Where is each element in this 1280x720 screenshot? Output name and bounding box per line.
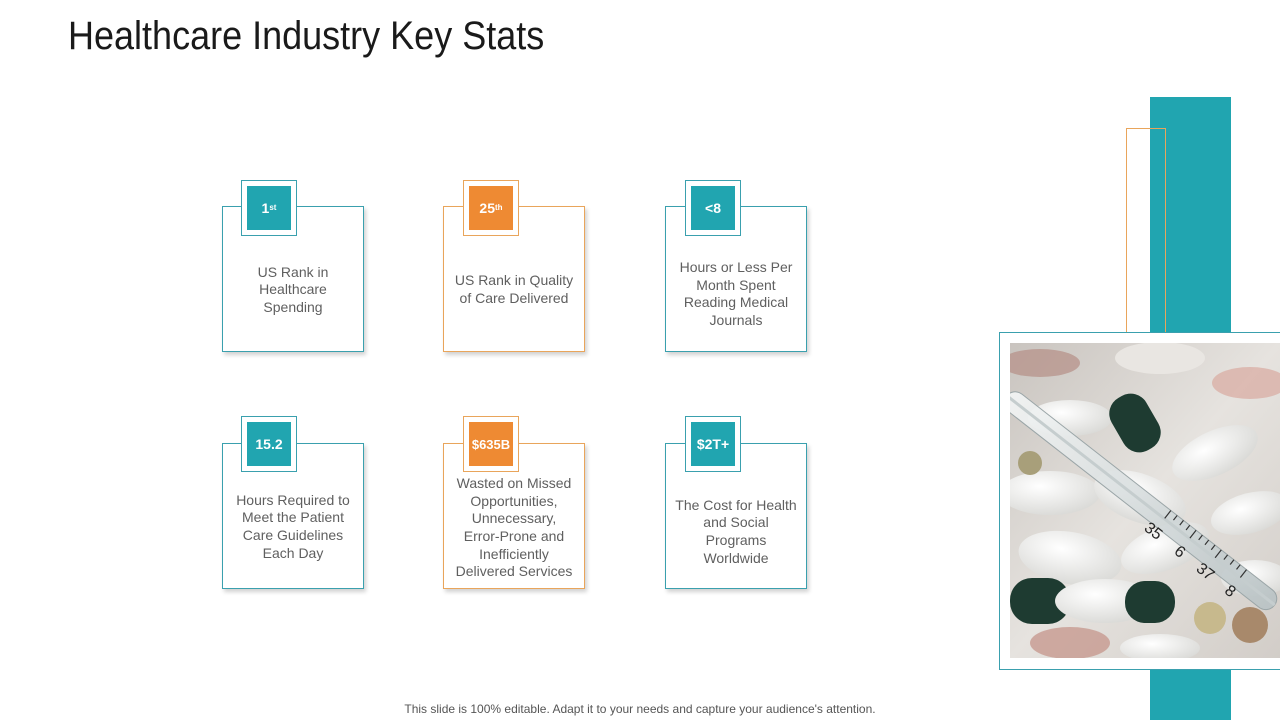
stat-label: US Rank in Healthcare Spending: [257, 263, 329, 315]
stat-label: Hours or Less Per Month Spent Reading Me…: [679, 259, 793, 328]
stat-badge: 15.2: [241, 416, 297, 472]
pills-illustration: 35 6 37 8: [1010, 343, 1280, 658]
stat-label: The Cost for Health and Social Programs …: [675, 496, 797, 566]
stat-label: US Rank in Quality of Care Delivered: [454, 272, 574, 306]
stat-badge: $635B: [463, 416, 519, 472]
stat-label: Wasted on Missed Opportunities, Unnecess…: [455, 475, 573, 580]
stat-value: $635B: [469, 422, 513, 466]
stat-value: <8: [691, 186, 735, 230]
pills-thermometer-photo: 35 6 37 8: [1010, 343, 1280, 658]
page-title: Healthcare Industry Key Stats: [68, 14, 545, 58]
decorative-orange-outline: [1126, 128, 1166, 334]
stat-badge: $2T+: [685, 416, 741, 472]
stat-value: 15.2: [247, 422, 291, 466]
footer-note: This slide is 100% editable. Adapt it to…: [404, 702, 876, 716]
stat-value: $2T+: [691, 422, 735, 466]
stat-label: Hours Required to Meet the Patient Care …: [236, 491, 350, 561]
stat-badge: <8: [685, 180, 741, 236]
